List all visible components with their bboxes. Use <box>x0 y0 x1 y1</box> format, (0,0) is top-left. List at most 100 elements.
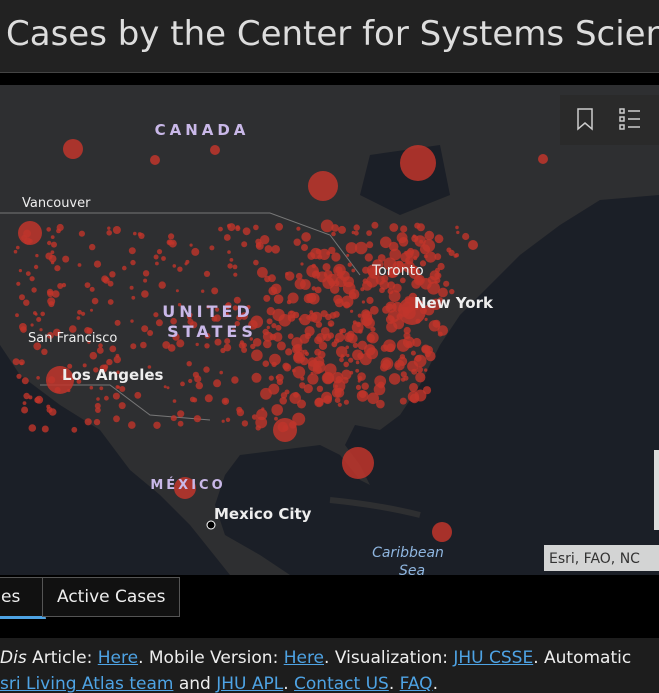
toolbar <box>560 95 659 145</box>
city-label: Mexico City <box>214 505 312 523</box>
case-dot <box>95 407 101 413</box>
case-dot <box>268 274 276 283</box>
case-dot <box>251 349 263 362</box>
case-dot <box>50 235 55 240</box>
text: Article: <box>26 648 98 668</box>
case-dot <box>255 416 268 429</box>
text: and <box>173 674 217 693</box>
case-dot <box>382 359 392 369</box>
case-dot <box>246 305 251 310</box>
case-dot <box>334 298 344 308</box>
case-dot <box>155 319 163 327</box>
link[interactable]: Contact US <box>294 674 389 693</box>
case-dot <box>57 283 64 289</box>
case-dot <box>130 259 136 266</box>
case-dot <box>415 372 426 383</box>
case-dot <box>47 297 56 306</box>
case-dot <box>115 385 120 389</box>
case-dot <box>172 333 180 341</box>
attribution-box <box>544 545 659 571</box>
case-dot <box>249 337 253 341</box>
case-dot <box>253 224 259 231</box>
bookmark-button[interactable] <box>577 108 593 131</box>
case-dot <box>313 360 326 374</box>
case-dot <box>354 241 368 255</box>
case-dot <box>287 333 294 340</box>
case-dot <box>76 316 81 320</box>
case-dot <box>161 256 166 261</box>
land <box>0 85 659 575</box>
case-dot <box>351 268 356 273</box>
case-dot <box>375 275 386 285</box>
case-dot <box>113 355 122 364</box>
case-dot <box>345 345 350 350</box>
case-dot <box>304 326 315 337</box>
case-dot <box>336 346 348 358</box>
case-dot <box>93 367 99 373</box>
link[interactable]: Here <box>283 648 325 668</box>
case-dot <box>393 318 405 330</box>
case-dot <box>46 227 51 232</box>
case-dot <box>346 353 350 358</box>
case-dot <box>213 314 221 322</box>
text: . Automatic <box>533 648 632 668</box>
cuba <box>329 497 421 518</box>
case-dot <box>432 522 452 542</box>
map-toolbar <box>560 95 659 530</box>
case-dot <box>192 397 198 403</box>
link[interactable]: JHU APL <box>216 674 284 693</box>
tab[interactable]: Active Cases <box>42 577 181 617</box>
case-dot <box>352 349 364 361</box>
case-dot <box>177 420 184 427</box>
case-dot <box>23 299 30 306</box>
case-dot <box>325 313 332 321</box>
case-dot <box>46 366 74 394</box>
case-dot <box>454 253 459 258</box>
case-dot <box>403 326 411 335</box>
case-dot <box>311 270 321 279</box>
case-dot <box>347 330 355 339</box>
case-dot <box>206 305 210 309</box>
case-dot <box>387 288 394 295</box>
case-dot <box>352 342 359 348</box>
case-dot <box>122 265 127 271</box>
case-dot <box>304 351 309 356</box>
case-dot <box>115 353 120 358</box>
case-dot <box>232 264 238 270</box>
case-dot <box>225 417 231 422</box>
case-dot <box>385 315 395 324</box>
layer-list-button[interactable] <box>619 108 640 130</box>
case-dot <box>270 283 282 295</box>
case-dot <box>109 345 117 353</box>
scrollbar[interactable] <box>654 450 659 530</box>
case-dot <box>41 425 49 433</box>
case-dot <box>143 278 148 283</box>
tab[interactable]: es <box>0 577 46 619</box>
case-dot <box>300 376 305 381</box>
title-bar: Cases by the Center for Systems Science … <box>0 0 659 73</box>
case-dot <box>380 344 389 352</box>
link[interactable]: FAQ <box>399 674 433 693</box>
link[interactable]: JHU CSSE <box>453 648 534 668</box>
case-dot <box>46 288 54 296</box>
case-dot <box>339 357 344 363</box>
case-dot <box>56 223 64 232</box>
labels: CANADA Vancouver UNITED STATES Toronto N… <box>22 121 494 575</box>
case-dot <box>328 246 336 255</box>
case-dot <box>232 305 239 311</box>
case-dot <box>268 375 274 381</box>
case-dot <box>236 406 243 413</box>
case-dot <box>341 369 352 380</box>
case-dot <box>138 232 145 239</box>
case-dot <box>93 418 101 426</box>
case-dot <box>414 274 425 286</box>
link[interactable]: Here <box>97 648 139 668</box>
case-dot <box>423 254 428 259</box>
link[interactable]: sri Living Atlas team <box>0 674 174 693</box>
case-dot <box>346 253 350 257</box>
case-dot <box>438 287 448 298</box>
case-dot <box>399 277 406 284</box>
case-dot <box>367 331 379 344</box>
case-dot <box>370 326 376 332</box>
case-dot <box>260 235 270 245</box>
